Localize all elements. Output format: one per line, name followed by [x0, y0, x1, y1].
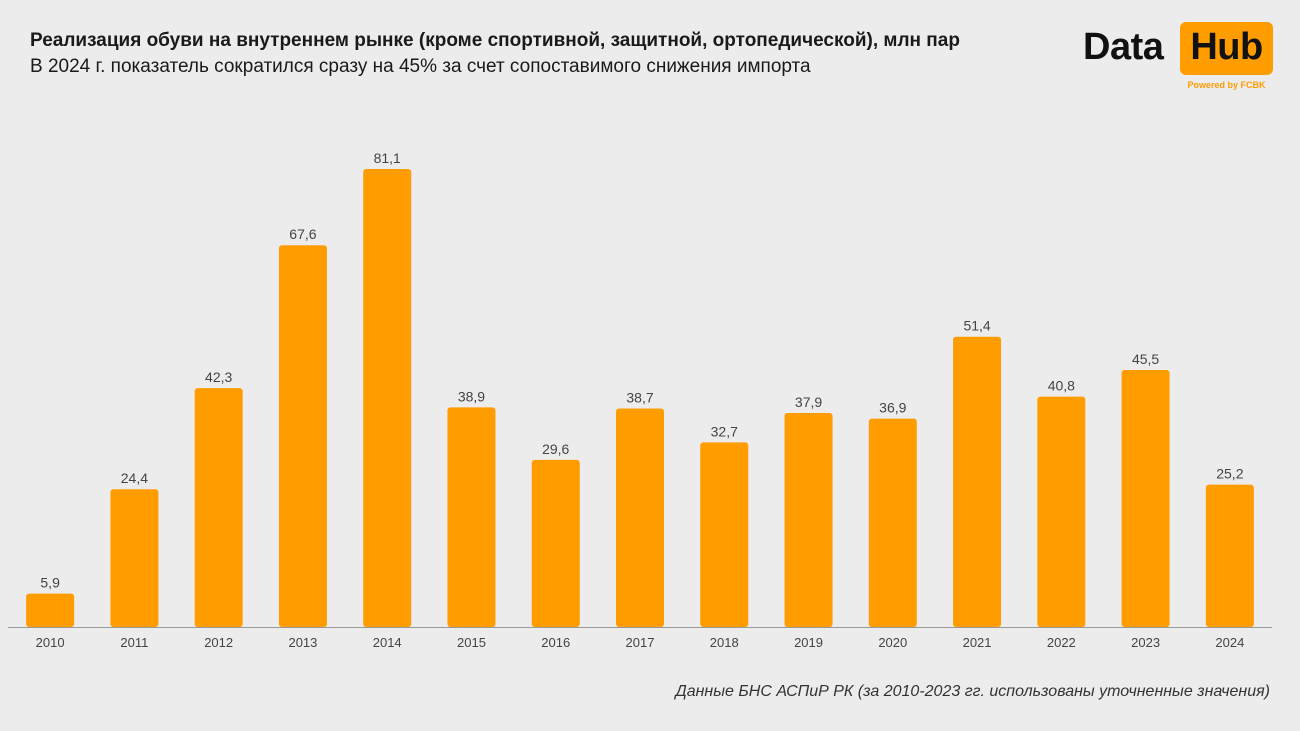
bar-2015 — [447, 407, 496, 627]
value-label-2016: 29,6 — [542, 441, 569, 457]
bar-2012 — [194, 388, 243, 627]
value-label-2011: 24,4 — [121, 470, 148, 486]
x-tick-label-2022: 2022 — [1047, 635, 1076, 650]
x-tick-label-2019: 2019 — [794, 635, 823, 650]
x-tick-labels-group: 2010 2011 2012 2013 2014 2015 2016 2017 2018 2019… — [36, 635, 1245, 650]
bar-2020 — [868, 418, 917, 627]
x-tick-label-2010: 2010 — [36, 635, 65, 650]
value-label-2018: 32,7 — [711, 423, 738, 439]
x-tick-label-2023: 2023 — [1131, 635, 1160, 650]
chart-title: Реализация обуви на внутреннем рынке (кр… — [30, 30, 960, 51]
logo-word-hub: Hub — [1190, 26, 1263, 68]
value-label-2015: 38,9 — [458, 388, 485, 404]
value-label-2019: 37,9 — [795, 394, 822, 410]
bar-2014 — [363, 169, 412, 627]
x-tick-label-2014: 2014 — [373, 635, 402, 650]
x-tick-label-2015: 2015 — [457, 635, 486, 650]
bars-group — [26, 169, 1254, 628]
bar-2019 — [784, 412, 833, 627]
bar-2011 — [110, 489, 159, 627]
value-label-2022: 40,8 — [1048, 378, 1075, 394]
x-tick-label-2018: 2018 — [710, 635, 739, 650]
x-tick-label-2011: 2011 — [120, 635, 148, 650]
value-label-2017: 38,7 — [626, 389, 653, 405]
value-label-2024: 25,2 — [1216, 466, 1243, 482]
value-label-2014: 81,1 — [374, 150, 401, 166]
x-tick-label-2021: 2021 — [963, 635, 992, 650]
bar-2023 — [1121, 370, 1170, 627]
value-labels-group: 5,9 24,4 42,3 67,6 81,1 38,9 29,6 38,7 32,7 37,9 3… — [40, 150, 1243, 591]
value-label-2023: 45,5 — [1132, 351, 1159, 367]
x-tick-label-2017: 2017 — [626, 635, 655, 650]
chart-subtitle: В 2024 г. показатель сократился сразу на… — [30, 56, 811, 77]
bar-2021 — [953, 336, 1002, 627]
chart-header: Реализация обуви на внутреннем рынке (кр… — [30, 30, 960, 78]
bar-2013 — [278, 245, 327, 628]
x-tick-label-2012: 2012 — [204, 635, 233, 650]
bar-2017 — [616, 408, 664, 627]
bar-2018 — [700, 442, 749, 627]
bar-2010 — [26, 593, 75, 627]
x-tick-label-2020: 2020 — [878, 635, 907, 650]
source-note: Данные БНС АСПиР РК (за 2010-2023 гг. ис… — [675, 683, 1270, 700]
logo-powered-by: Powered by FCBK — [1187, 80, 1266, 90]
bar-2022 — [1037, 396, 1086, 627]
logo-word-data: Data — [1083, 26, 1164, 68]
value-label-2010: 5,9 — [40, 575, 60, 591]
x-tick-label-2013: 2013 — [288, 635, 317, 650]
x-tick-label-2016: 2016 — [541, 635, 570, 650]
datahub-logo: Data Hub Powered by FCBK — [1080, 20, 1276, 92]
value-label-2012: 42,3 — [205, 369, 232, 385]
x-tick-label-2024: 2024 — [1215, 635, 1244, 650]
value-label-2021: 51,4 — [963, 318, 990, 334]
value-label-2013: 67,6 — [289, 226, 316, 242]
bar-2024 — [1205, 484, 1254, 627]
logo-hub-box: Hub — [1180, 22, 1273, 75]
value-label-2020: 36,9 — [879, 400, 906, 416]
bar-2016 — [531, 459, 580, 627]
